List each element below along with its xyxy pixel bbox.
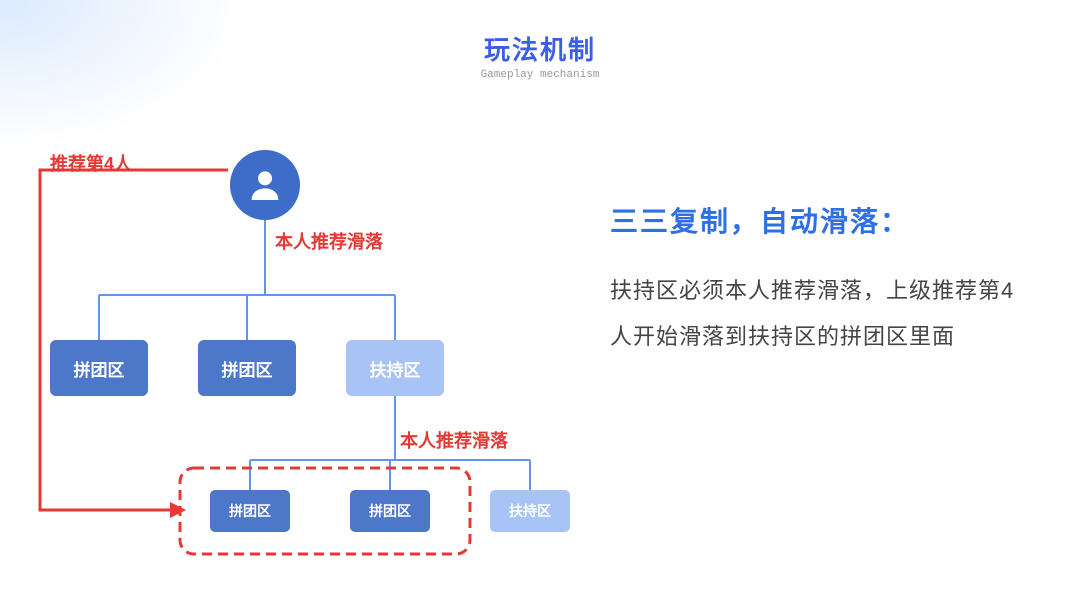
l1-box-3: 扶持区	[346, 340, 444, 396]
root-node	[230, 150, 300, 220]
person-icon	[245, 165, 285, 205]
l2-box-3: 扶持区	[490, 490, 570, 532]
l1-box-1: 拼团区	[50, 340, 148, 396]
red-arrow-head	[170, 502, 186, 518]
label-self-slide-2: 本人推荐滑落	[400, 427, 508, 453]
label-self-slide-1: 本人推荐滑落	[275, 228, 383, 254]
description-body: 扶持区必须本人推荐滑落，上级推荐第4人开始滑落到扶持区的拼团区里面	[610, 268, 1030, 360]
description-panel: 三三复制，自动滑落： 扶持区必须本人推荐滑落，上级推荐第4人开始滑落到扶持区的拼…	[610, 200, 1030, 360]
page-title: 玩法机制	[0, 30, 1080, 67]
l2-box-2: 拼团区	[350, 490, 430, 532]
label-recommend-4th: 推荐第4人	[50, 150, 132, 176]
description-title: 三三复制，自动滑落：	[610, 200, 1030, 240]
tree-diagram: 推荐第4人 本人推荐滑落 本人推荐滑落 拼团区 拼团区 扶持区 拼团区 拼团区 …	[30, 130, 600, 580]
page-subtitle: Gameplay mechanism	[0, 69, 1080, 81]
l2-box-1: 拼团区	[210, 490, 290, 532]
l1-box-2: 拼团区	[198, 340, 296, 396]
page-header: 玩法机制 Gameplay mechanism	[0, 30, 1080, 81]
